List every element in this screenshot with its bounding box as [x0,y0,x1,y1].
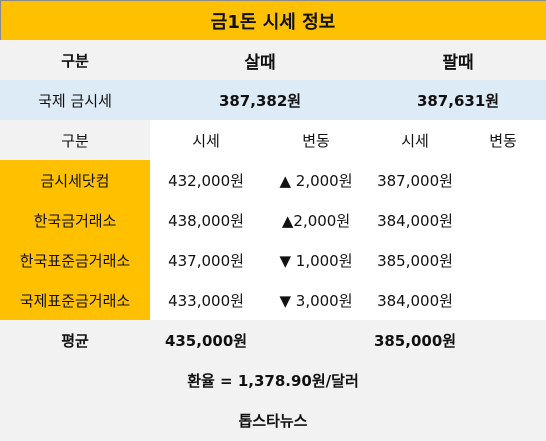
intl-label: 국제 금시세 [38,91,112,110]
exchange-rate: 환율 = 1,378.90원/달러 [187,371,359,390]
row-buy-price: 432,000원 [150,160,262,200]
row-name: 금시세닷컴 [0,160,150,200]
header-buy: 살때 [244,52,276,73]
row-name: 국제표준금거래소 [0,280,150,320]
row-sell-price: 385,000원 [370,240,460,280]
subheader-buy-price: 시세 [150,120,262,160]
row-sell-price: 384,000원 [370,280,460,320]
average-buy-change-empty [262,320,370,360]
source-row: 톱스타뉴스 [0,400,546,441]
row-buy-price: 433,000원 [150,280,262,320]
table-row: 한국표준금거래소 437,000원 ▼ 1,000원 385,000원 [0,240,546,280]
row-buy-change: ▼ 1,000원 [262,240,370,280]
row-buy-change: ▲2,000원 [262,200,370,240]
row-sell-change [460,160,546,200]
table-row: 금시세닷컴 432,000원 ▲ 2,000원 387,000원 [0,160,546,200]
row-buy-change: ▼ 3,000원 [262,280,370,320]
average-row: 평균 435,000원 385,000원 [0,320,546,360]
row-buy-change: ▲ 2,000원 [262,160,370,200]
average-sell: 385,000원 [373,331,457,350]
row-buy-price: 438,000원 [150,200,262,240]
intl-sell-price: 387,631원 [416,91,500,110]
header-row: 구분 살때 팔때 [0,40,546,80]
intl-buy-price: 387,382원 [218,91,302,110]
row-sell-change [460,240,546,280]
header-category: 구분 [61,51,89,70]
row-name: 한국표준금거래소 [0,240,150,280]
header-sell: 팔때 [442,52,474,73]
table-row: 한국금거래소 438,000원 ▲2,000원 384,000원 [0,200,546,240]
average-buy: 435,000원 [164,331,248,350]
subheader-category: 구분 [0,120,150,160]
row-sell-price: 384,000원 [370,200,460,240]
exchange-rate-row: 환율 = 1,378.90원/달러 [0,360,546,400]
subheader-row: 구분 시세 변동 시세 변동 [0,120,546,160]
row-name: 한국금거래소 [0,200,150,240]
row-sell-change [460,200,546,240]
row-buy-price: 437,000원 [150,240,262,280]
intl-price-row: 국제 금시세 387,382원 387,631원 [0,80,546,120]
subheader-buy-change: 변동 [262,120,370,160]
table-title: 금1돈 시세 정보 [210,12,336,33]
table-row: 국제표준금거래소 433,000원 ▼ 3,000원 384,000원 [0,280,546,320]
row-sell-price: 387,000원 [370,160,460,200]
subheader-sell-price: 시세 [370,120,460,160]
subheader-sell-change: 변동 [460,120,546,160]
row-sell-change [460,280,546,320]
source-label: 톱스타뉴스 [238,412,308,430]
average-sell-change-empty [460,320,546,360]
average-label: 평균 [61,331,89,350]
title-bar: 금1돈 시세 정보 [0,0,546,42]
